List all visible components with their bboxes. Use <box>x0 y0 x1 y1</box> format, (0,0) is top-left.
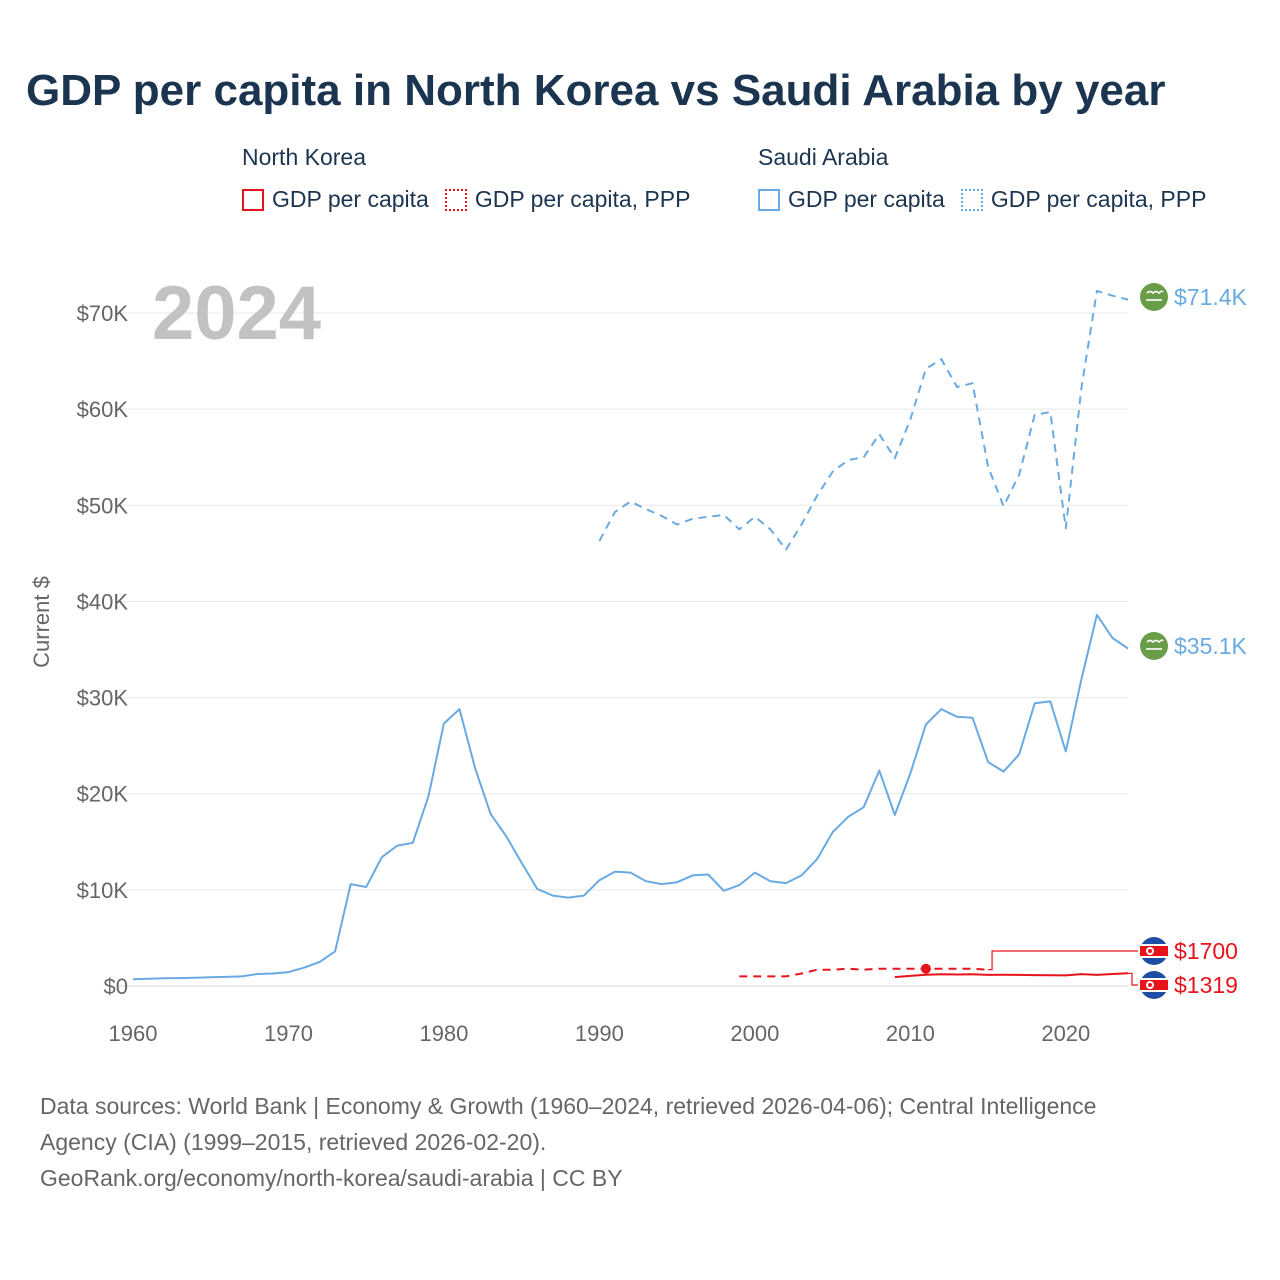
footer-line: Agency (CIA) (1999–2015, retrieved 2026-… <box>40 1129 547 1155</box>
chart-title: GDP per capita in North Korea vs Saudi A… <box>26 66 1166 115</box>
x-tick-label: 2000 <box>730 1021 779 1046</box>
x-tick-label: 2020 <box>1041 1021 1090 1046</box>
series-end-label: $1700 <box>1174 938 1238 964</box>
series-end-label: $35.1K <box>1174 633 1248 659</box>
flag-star-icon <box>1148 949 1152 953</box>
legend-item-label: GDP per capita <box>272 186 429 212</box>
y-tick-label: $20K <box>77 782 129 807</box>
y-tick-label: $0 <box>104 974 128 999</box>
series-end-label: $1319 <box>1174 972 1238 998</box>
flag-script-icon <box>1146 290 1164 295</box>
legend-swatch-dotted-icon <box>960 188 983 211</box>
series-line[interactable] <box>598 289 1129 551</box>
y-tick-label: $70K <box>77 301 129 326</box>
series-line[interactable] <box>132 613 1129 981</box>
series-end-label: $71.4K <box>1174 284 1248 310</box>
flag-script-icon <box>1146 639 1164 644</box>
legend-group-title: North Korea <box>242 144 367 170</box>
footer-source-link[interactable]: GeoRank.org/economy/north-korea/saudi-ar… <box>40 1165 623 1191</box>
data-point-marker[interactable] <box>920 963 931 974</box>
year-label: 2024 <box>152 271 322 356</box>
legend-swatch-solid-icon <box>242 188 264 211</box>
legend-item-nk-gdp-ppp[interactable]: GDP per capita, PPP <box>444 186 691 213</box>
legend-item-label: GDP per capita, PPP <box>990 186 1207 212</box>
y-tick-label: $10K <box>77 878 129 903</box>
saudi-flag-icon <box>1140 632 1168 660</box>
legend-north-korea: North Korea GDP per capita GDP per capit… <box>242 144 706 213</box>
legend-item-label: GDP per capita <box>788 186 945 212</box>
y-tick-label: $40K <box>77 589 129 614</box>
footer-sources: Data sources: World Bank | Economy & Gro… <box>40 1088 1240 1196</box>
flag-star-icon <box>1148 983 1152 987</box>
x-tick-label: 1990 <box>575 1021 624 1046</box>
saudi-flag-icon <box>1140 283 1168 311</box>
legend-item-sa-gdp[interactable]: GDP per capita <box>758 186 945 213</box>
legend-swatch-solid-icon <box>758 188 780 211</box>
label-leader-line <box>1128 972 1138 986</box>
y-tick-label: $30K <box>77 686 129 711</box>
x-tick-label: 1980 <box>419 1021 468 1046</box>
legend-item-nk-gdp[interactable]: GDP per capita <box>242 186 429 213</box>
series-line[interactable] <box>894 972 1129 979</box>
label-leader-line <box>988 950 1138 971</box>
footer-line: Data sources: World Bank | Economy & Gro… <box>40 1093 1097 1119</box>
y-tick-label: $50K <box>77 493 129 518</box>
x-tick-label: 2010 <box>886 1021 935 1046</box>
legend-swatch-dotted-icon <box>444 188 467 211</box>
x-tick-label: 1970 <box>264 1021 313 1046</box>
y-tick-label: $60K <box>77 397 129 422</box>
legend-group-title: Saudi Arabia <box>758 144 889 170</box>
x-tick-label: 1960 <box>109 1021 158 1046</box>
legend-saudi-arabia: Saudi Arabia GDP per capita GDP per capi… <box>758 144 1222 213</box>
legend-item-label: GDP per capita, PPP <box>474 186 691 212</box>
legend-item-sa-gdp-ppp[interactable]: GDP per capita, PPP <box>960 186 1207 213</box>
line-chart: $0 $10K $20K $30K $40K $50K $60K $70K 1960 1970 19… <box>77 283 1248 1046</box>
